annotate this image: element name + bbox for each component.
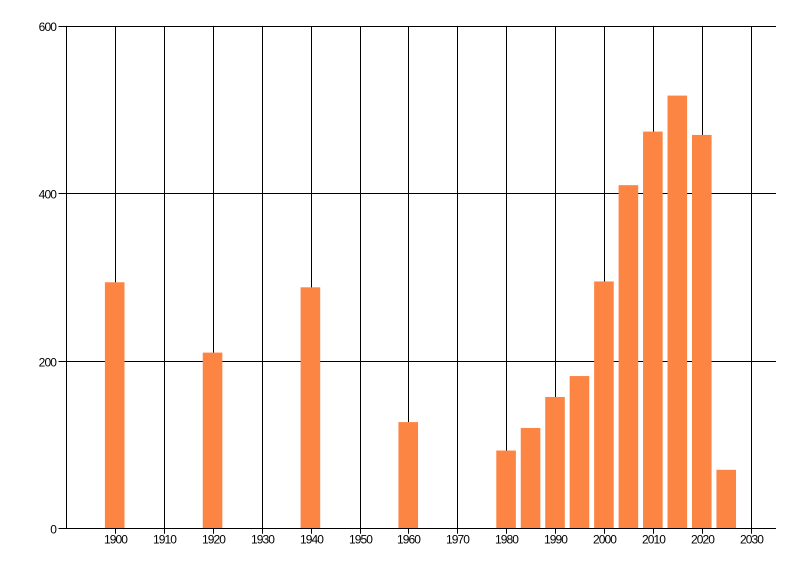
svg-text:1970: 1970 xyxy=(446,533,470,547)
svg-text:1960: 1960 xyxy=(397,533,421,547)
svg-text:1910: 1910 xyxy=(153,533,177,547)
svg-text:2020: 2020 xyxy=(691,533,715,547)
svg-text:1980: 1980 xyxy=(495,533,519,547)
svg-text:1900: 1900 xyxy=(104,533,128,547)
svg-text:200: 200 xyxy=(39,355,58,369)
svg-text:2030: 2030 xyxy=(740,533,764,547)
svg-text:2000: 2000 xyxy=(593,533,617,547)
svg-text:1950: 1950 xyxy=(349,533,373,547)
svg-text:1990: 1990 xyxy=(544,533,568,547)
svg-text:1930: 1930 xyxy=(251,533,275,547)
svg-text:400: 400 xyxy=(39,187,58,201)
svg-text:1940: 1940 xyxy=(300,533,324,547)
svg-text:2010: 2010 xyxy=(642,533,666,547)
svg-text:600: 600 xyxy=(39,20,58,34)
svg-text:0: 0 xyxy=(50,522,57,536)
svg-text:1920: 1920 xyxy=(202,533,226,547)
